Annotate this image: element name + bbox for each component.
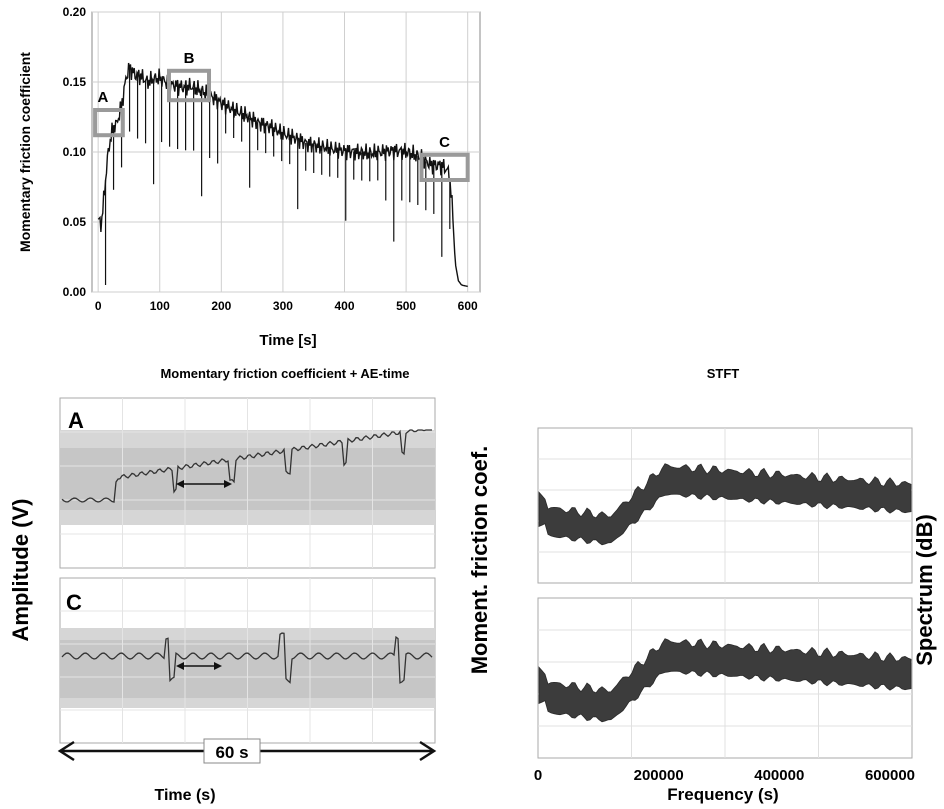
panel-c-friction-line (61, 632, 433, 684)
friction-axis-label: Moment. friction coef. (467, 446, 492, 675)
stft-x-tick-label: 200000 (634, 767, 684, 784)
stft-x-axis-label: Frequency (s) (667, 785, 778, 804)
annotation-label: C (439, 134, 450, 151)
stft-panel-title: STFT (707, 366, 740, 381)
stft-x-tick-label: 0 (534, 767, 542, 784)
top-series-line (97, 62, 468, 288)
panel-a-double-arrow (176, 480, 232, 488)
top-y-tick-label: 0.10 (63, 145, 87, 159)
top-x-tick-label: 200 (211, 299, 231, 313)
top-series-spikes (104, 68, 451, 285)
annotation-label: B (184, 50, 195, 67)
top-y-tick-label: 0.05 (63, 215, 87, 229)
panel-c-label: C (66, 590, 82, 615)
top-y-ticks: 0.00 0.05 0.10 0.15 0.20 (63, 5, 87, 299)
top-x-axis-label: Time [s] (259, 332, 316, 349)
top-x-tick-label: 300 (273, 299, 293, 313)
annotation-label: A (98, 89, 109, 106)
top-x-ticks: 0 100 200 300 400 500 600 (95, 299, 478, 313)
top-grid (92, 11, 480, 293)
annotation-box (93, 108, 125, 138)
top-y-tick-label: 0.15 (63, 75, 87, 89)
panel-c-grid (60, 578, 435, 743)
top-x-tick-label: 0 (95, 299, 102, 313)
panel-a-label: A (68, 408, 84, 433)
top-friction-chart: 0.00 0.05 0.10 0.15 0.20 0 100 200 300 400 500 600… (17, 5, 481, 349)
panel-c-double-arrow (176, 662, 222, 670)
stft-x-tick-label: 400000 (754, 767, 804, 784)
stft-x-ticks: 0 200000 400000 600000 (534, 767, 915, 784)
top-x-tick-label: 500 (396, 299, 416, 313)
span-arrow (57, 738, 437, 764)
amplitude-axis-label: Amplitude (V) (8, 499, 33, 642)
top-y-tick-label: 0.20 (63, 5, 87, 19)
ae-panel-title: Momentary friction coefficient + AE-time (160, 366, 409, 381)
stft-x-tick-label: 600000 (865, 767, 915, 784)
top-x-tick-label: 400 (334, 299, 354, 313)
top-y-axis-label: Momentary friction coefficient (17, 52, 33, 252)
panel-a-friction-line (61, 429, 432, 503)
span-label: 60 s (215, 743, 248, 762)
annotation-box (166, 68, 212, 103)
top-annotations: A B C (93, 50, 470, 183)
spectrum-axis-label: Spectrum (dB) (912, 514, 937, 666)
stft-top-spectrum (538, 463, 912, 546)
top-y-tick-label: 0.00 (63, 285, 87, 299)
panel-a-grid (60, 398, 435, 568)
stft-bottom-spectrum (538, 638, 912, 723)
stft-panels: 0 200000 400000 600000 Spectrum (dB) Freque… (534, 427, 937, 804)
top-x-tick-label: 600 (458, 299, 478, 313)
ae-time-axis-label: Time (s) (154, 787, 215, 804)
annotation-box (419, 152, 470, 183)
top-x-tick-label: 100 (150, 299, 170, 313)
ae-panels: A C 60 s Amplitude (V) Moment. friction … (8, 397, 492, 804)
